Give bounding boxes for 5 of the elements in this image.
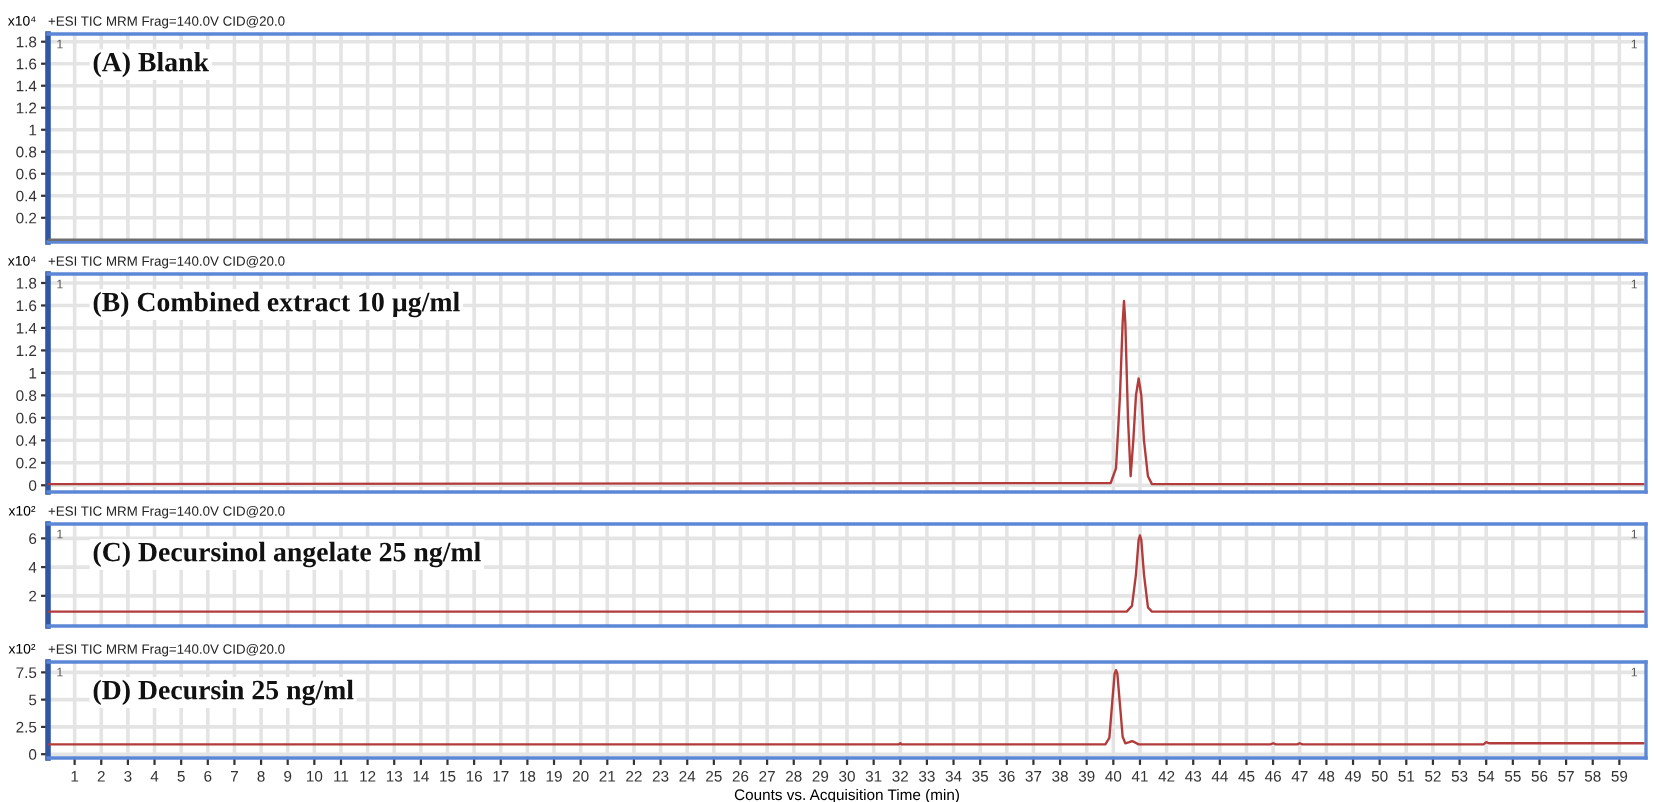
text: (A) Blank bbox=[93, 51, 209, 78]
text: (B) Combined extract 10 µg/ml bbox=[93, 291, 460, 318]
line-series bbox=[48, 669, 1645, 746]
text: (C) Decursinol angelate 25 ng/ml bbox=[93, 541, 481, 568]
text: (D) Decursin 25 ng/ml bbox=[93, 679, 354, 706]
